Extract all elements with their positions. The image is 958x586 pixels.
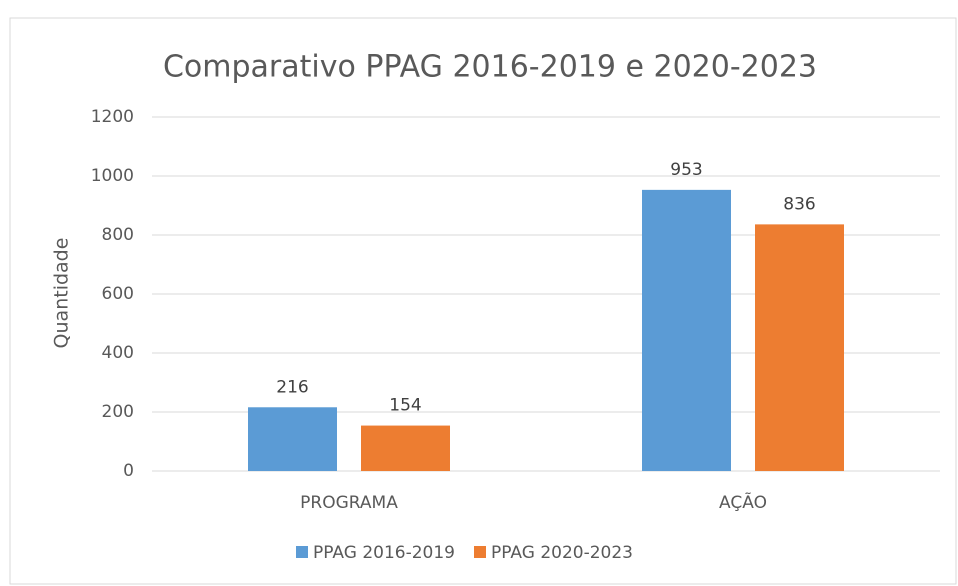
bar	[361, 425, 450, 471]
y-tick-label: 800	[102, 225, 134, 245]
y-tick-label: 600	[102, 284, 134, 304]
data-label: 836	[783, 194, 815, 214]
bar	[248, 407, 337, 471]
legend-swatch	[474, 546, 486, 558]
x-tick-label: AÇÃO	[719, 491, 767, 513]
y-axis-label: Quantidade	[51, 238, 73, 349]
x-tick-label: PROGRAMA	[300, 493, 398, 513]
legend-swatch	[296, 546, 308, 558]
data-label: 953	[670, 160, 702, 180]
legend-label: PPAG 2016-2019	[313, 543, 455, 563]
legend-label: PPAG 2020-2023	[491, 543, 633, 563]
y-tick-label: 1200	[91, 107, 134, 127]
y-tick-label: 0	[123, 461, 134, 481]
chart-title: Comparativo PPAG 2016-2019 e 2020-2023	[163, 50, 817, 85]
data-label: 154	[389, 396, 421, 416]
data-label: 216	[276, 377, 308, 397]
y-tick-label: 200	[102, 402, 134, 422]
bar	[755, 224, 844, 471]
y-tick-label: 1000	[91, 166, 134, 186]
bar	[642, 189, 731, 472]
y-tick-label: 400	[102, 343, 134, 363]
